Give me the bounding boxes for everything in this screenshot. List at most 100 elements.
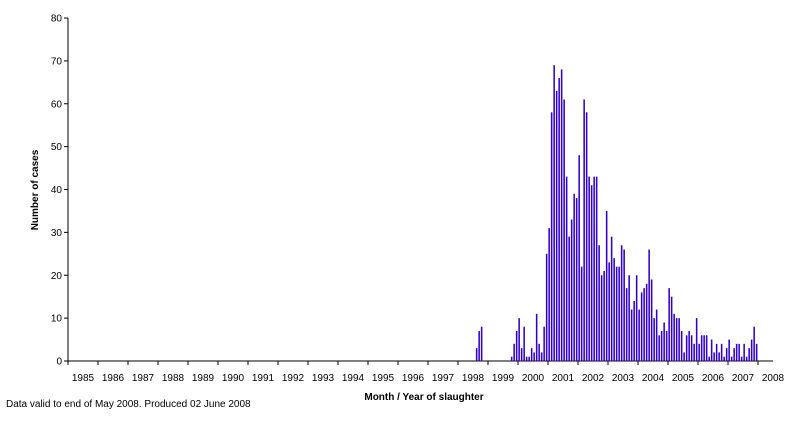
bar <box>628 275 630 361</box>
bar <box>570 219 573 361</box>
x-tick-label: 1994 <box>342 373 365 384</box>
bar <box>678 318 680 361</box>
bar <box>693 343 695 361</box>
y-tick-label: 20 <box>51 271 63 282</box>
x-tick-label: 1991 <box>252 373 275 384</box>
bar <box>650 279 653 361</box>
y-tick-label: 10 <box>51 314 63 325</box>
bar <box>513 343 515 361</box>
x-tick-label: 2007 <box>732 373 755 384</box>
x-tick-label: 2003 <box>612 373 635 384</box>
bar <box>575 198 578 361</box>
bar <box>525 356 528 361</box>
bar <box>673 313 675 361</box>
bar <box>610 236 613 361</box>
bar <box>753 326 755 361</box>
y-tick-label: 70 <box>51 56 63 67</box>
bar <box>680 330 683 361</box>
bar <box>740 356 743 361</box>
bar <box>518 318 520 361</box>
bar <box>593 176 595 361</box>
bar <box>583 99 585 362</box>
bar <box>523 326 525 361</box>
bar <box>578 155 580 361</box>
bar <box>730 356 733 361</box>
x-tick-label: 1988 <box>162 373 185 384</box>
bar <box>618 266 620 361</box>
bar <box>643 288 645 361</box>
bar <box>615 266 618 361</box>
bar <box>723 356 725 361</box>
bar <box>535 313 538 361</box>
x-axis-title: Month / Year of slaughter <box>364 392 483 403</box>
bar <box>475 348 478 361</box>
x-tick-label: 1989 <box>192 373 215 384</box>
bar <box>658 335 660 361</box>
bar <box>710 339 713 361</box>
bar <box>560 69 563 361</box>
bar <box>708 356 710 361</box>
bar <box>668 288 670 361</box>
y-tick-label: 30 <box>51 228 63 239</box>
bar <box>735 343 738 361</box>
y-axis-title: Number of cases <box>30 149 41 230</box>
bar <box>633 300 635 361</box>
bar <box>660 330 663 361</box>
bar <box>715 343 718 361</box>
x-tick-label: 1990 <box>222 373 245 384</box>
bar <box>590 185 593 361</box>
x-tick-label: 2000 <box>522 373 545 384</box>
bar <box>563 99 565 362</box>
bar <box>698 343 700 361</box>
bar <box>543 326 545 361</box>
bar <box>528 356 530 361</box>
bar <box>568 236 570 361</box>
bar <box>538 343 540 361</box>
bar <box>630 309 633 361</box>
x-tick-label: 1992 <box>282 373 305 384</box>
x-tick-label: 2001 <box>552 373 575 384</box>
y-tick-label: 0 <box>56 357 62 368</box>
bar <box>625 288 628 361</box>
bar <box>748 348 750 361</box>
bar <box>703 335 705 361</box>
bar <box>683 352 685 361</box>
bar <box>733 348 735 361</box>
x-tick-label: 1997 <box>432 373 455 384</box>
y-tick-label: 80 <box>51 14 63 25</box>
y-tick-label: 60 <box>51 99 63 110</box>
bar <box>478 330 480 361</box>
bars <box>475 65 758 362</box>
bar <box>728 339 730 361</box>
bar <box>605 210 608 361</box>
bar <box>713 352 715 361</box>
bar <box>510 356 513 361</box>
bar <box>675 318 678 361</box>
bar <box>573 193 575 361</box>
bar <box>555 90 558 361</box>
bar <box>670 296 673 361</box>
bar <box>665 330 668 361</box>
bar <box>580 266 583 361</box>
bar <box>688 330 690 361</box>
x-tick-label: 1985 <box>72 373 95 384</box>
x-axis: 1985 1986 1987 1988 1989 1990 1991 1992 1993 1994… <box>67 360 785 384</box>
bar <box>640 292 643 361</box>
x-tick-label: 1993 <box>312 373 335 384</box>
x-tick-label: 1998 <box>462 373 485 384</box>
bar <box>743 343 745 361</box>
bar <box>635 275 638 361</box>
bar <box>695 318 698 361</box>
bar <box>718 352 720 361</box>
bar <box>585 112 588 361</box>
bar <box>655 309 658 361</box>
bar <box>480 326 483 361</box>
bar <box>755 343 758 361</box>
bar <box>705 335 708 361</box>
x-tick-label: 2002 <box>582 373 605 384</box>
y-axis: 0 10 20 30 40 50 60 70 80 <box>51 14 69 368</box>
y-tick-label: 40 <box>51 185 63 196</box>
x-tick-label: 2004 <box>642 373 665 384</box>
bar <box>700 335 703 361</box>
